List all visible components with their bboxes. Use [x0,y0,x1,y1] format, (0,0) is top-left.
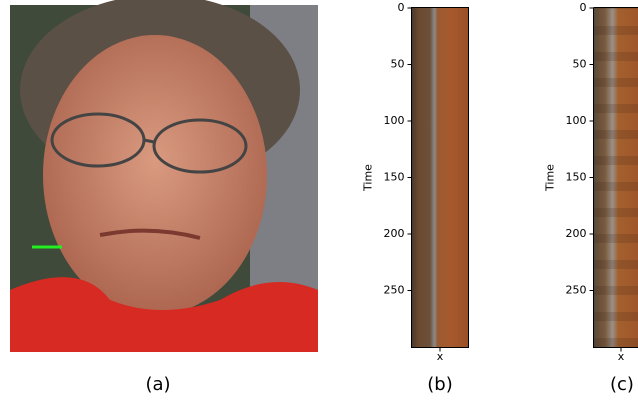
x-axis-label: x [618,350,625,363]
y-tick-label: 50 [391,58,405,71]
photo [10,0,318,352]
y-tick-label: 50 [573,58,587,71]
y-tick-label: 200 [566,227,587,240]
y-tick-label: 150 [566,171,587,184]
figure: (a) 0 50 100 150 200 250 x Time (b) 0 50 100 150 200 2… [0,0,638,401]
y-axis-label: Time [544,164,557,192]
space-time-image [412,8,468,347]
space-time-bands [594,8,638,347]
caption: (b) [427,374,452,395]
y-tick-label: 100 [384,114,405,127]
caption: (c) [610,374,634,395]
y-tick-label: 0 [398,1,405,14]
y-tick-label: 250 [384,284,405,297]
y-tick-label: 200 [384,227,405,240]
y-tick-label: 100 [566,114,587,127]
y-tick-label: 0 [580,1,587,14]
y-tick-label: 250 [566,284,587,297]
y-tick-label: 150 [384,171,405,184]
caption: (a) [145,374,170,395]
y-axis-label: Time [362,164,375,192]
x-axis-label: x [437,350,444,363]
